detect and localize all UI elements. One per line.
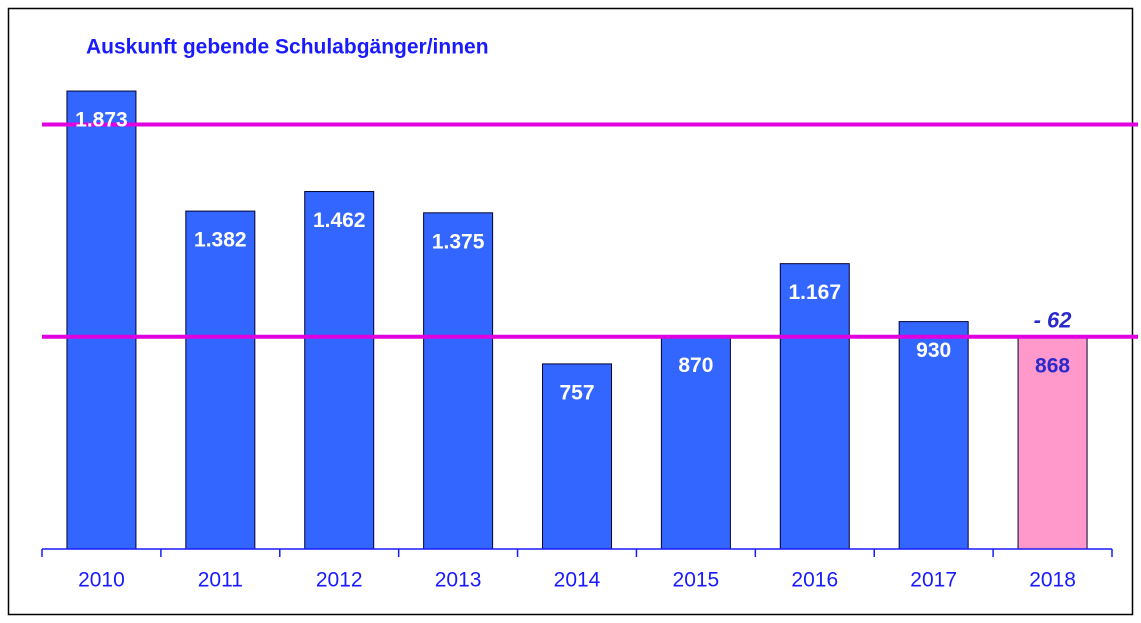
bar xyxy=(779,263,850,550)
value-label: 930 xyxy=(916,339,951,362)
bar xyxy=(304,191,375,550)
x-tick-label: 2016 xyxy=(791,569,838,592)
bar xyxy=(185,210,256,550)
x-tick-label: 2017 xyxy=(910,569,957,592)
value-label: 868 xyxy=(1035,354,1070,377)
bar xyxy=(1017,336,1088,550)
chart-title: Auskunft gebende Schulabgänger/innen xyxy=(86,36,489,59)
x-tick-label: 2015 xyxy=(673,569,720,592)
annotation: - 62 xyxy=(1034,308,1073,333)
value-label: 1.375 xyxy=(432,230,485,253)
value-label: 757 xyxy=(559,381,594,404)
value-label: 1.462 xyxy=(313,209,366,232)
value-label: 1.167 xyxy=(788,281,841,304)
bar xyxy=(66,90,137,550)
x-tick-label: 2018 xyxy=(1029,569,1076,592)
x-tick-label: 2013 xyxy=(435,569,482,592)
x-tick-label: 2012 xyxy=(316,569,363,592)
bar xyxy=(423,212,494,550)
value-label: 870 xyxy=(678,354,713,377)
value-label: 1.873 xyxy=(75,109,128,132)
bar xyxy=(542,363,612,550)
x-tick-label: 2011 xyxy=(198,569,243,592)
value-label: 1.382 xyxy=(194,229,247,252)
x-tick-label: 2010 xyxy=(78,569,125,592)
bar xyxy=(898,321,969,550)
x-tick-label: 2014 xyxy=(554,569,601,592)
